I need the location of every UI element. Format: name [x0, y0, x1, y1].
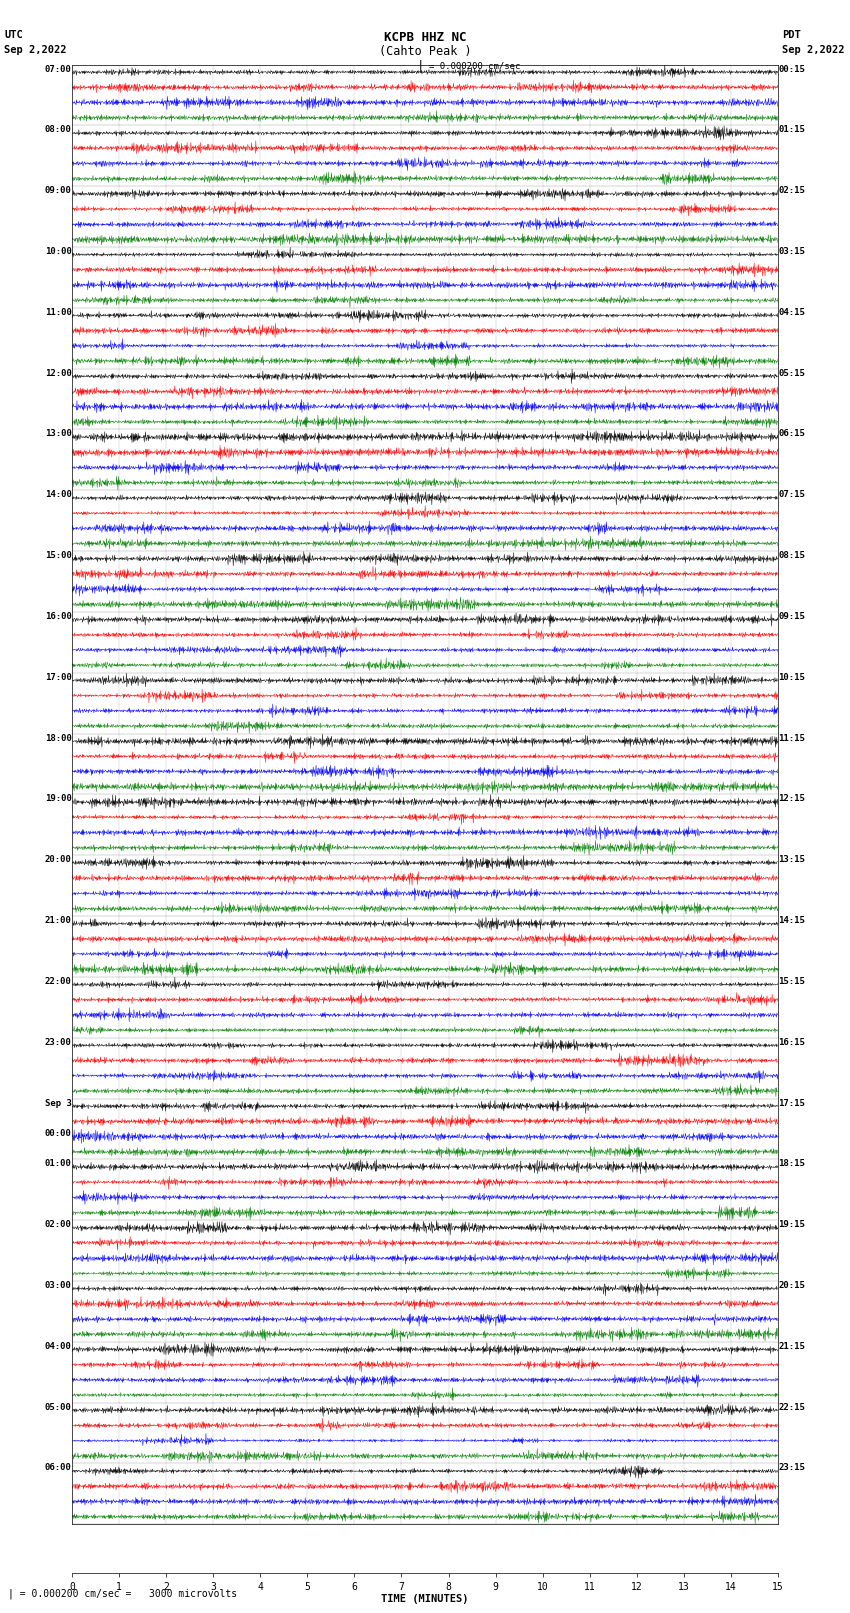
Text: 03:15: 03:15	[779, 247, 805, 256]
Text: 18:00: 18:00	[45, 734, 71, 742]
Text: 13:00: 13:00	[45, 429, 71, 439]
Text: 11:15: 11:15	[779, 734, 805, 742]
Text: 12:00: 12:00	[45, 369, 71, 377]
Text: 14:15: 14:15	[779, 916, 805, 924]
Text: 22:15: 22:15	[779, 1403, 805, 1411]
Text: 21:15: 21:15	[779, 1342, 805, 1350]
Text: 14:00: 14:00	[45, 490, 71, 500]
Text: KCPB HHZ NC: KCPB HHZ NC	[383, 31, 467, 44]
Text: 00:00: 00:00	[45, 1129, 71, 1137]
Text: Sep 2,2022: Sep 2,2022	[782, 45, 845, 55]
Text: = 0.000200 cm/sec: = 0.000200 cm/sec	[429, 61, 520, 71]
Text: 21:00: 21:00	[45, 916, 71, 924]
Text: Sep 2,2022: Sep 2,2022	[4, 45, 67, 55]
Text: 08:15: 08:15	[779, 552, 805, 560]
Text: 08:00: 08:00	[45, 126, 71, 134]
Text: 23:00: 23:00	[45, 1037, 71, 1047]
Text: 02:15: 02:15	[779, 185, 805, 195]
Text: 20:15: 20:15	[779, 1281, 805, 1290]
Text: 19:00: 19:00	[45, 794, 71, 803]
Text: 09:00: 09:00	[45, 185, 71, 195]
Text: 07:00: 07:00	[45, 65, 71, 74]
Text: 07:15: 07:15	[779, 490, 805, 500]
Text: 03:00: 03:00	[45, 1281, 71, 1290]
Text: 16:00: 16:00	[45, 611, 71, 621]
Text: 01:00: 01:00	[45, 1160, 71, 1168]
Text: 04:15: 04:15	[779, 308, 805, 316]
Text: 11:00: 11:00	[45, 308, 71, 316]
Text: 20:00: 20:00	[45, 855, 71, 865]
Text: UTC: UTC	[4, 31, 23, 40]
Text: 19:15: 19:15	[779, 1219, 805, 1229]
Text: 05:00: 05:00	[45, 1403, 71, 1411]
Text: 16:15: 16:15	[779, 1037, 805, 1047]
Text: 10:15: 10:15	[779, 673, 805, 682]
Text: 13:15: 13:15	[779, 855, 805, 865]
Text: 04:00: 04:00	[45, 1342, 71, 1350]
Text: 09:15: 09:15	[779, 611, 805, 621]
Text: 17:00: 17:00	[45, 673, 71, 682]
Text: 06:00: 06:00	[45, 1463, 71, 1473]
Text: 00:15: 00:15	[779, 65, 805, 74]
Text: 05:15: 05:15	[779, 369, 805, 377]
Text: PDT: PDT	[782, 31, 801, 40]
Text: 15:15: 15:15	[779, 977, 805, 986]
Text: Sep 3: Sep 3	[45, 1098, 71, 1108]
X-axis label: TIME (MINUTES): TIME (MINUTES)	[382, 1595, 468, 1605]
Text: 18:15: 18:15	[779, 1160, 805, 1168]
Text: 01:15: 01:15	[779, 126, 805, 134]
Text: | = 0.000200 cm/sec =   3000 microvolts: | = 0.000200 cm/sec = 3000 microvolts	[8, 1589, 238, 1598]
Text: 10:00: 10:00	[45, 247, 71, 256]
Text: 15:00: 15:00	[45, 552, 71, 560]
Text: |: |	[417, 60, 424, 73]
Text: 17:15: 17:15	[779, 1098, 805, 1108]
Text: 22:00: 22:00	[45, 977, 71, 986]
Text: (Cahto Peak ): (Cahto Peak )	[379, 45, 471, 58]
Text: 12:15: 12:15	[779, 794, 805, 803]
Text: 23:15: 23:15	[779, 1463, 805, 1473]
Text: 02:00: 02:00	[45, 1219, 71, 1229]
Text: 06:15: 06:15	[779, 429, 805, 439]
